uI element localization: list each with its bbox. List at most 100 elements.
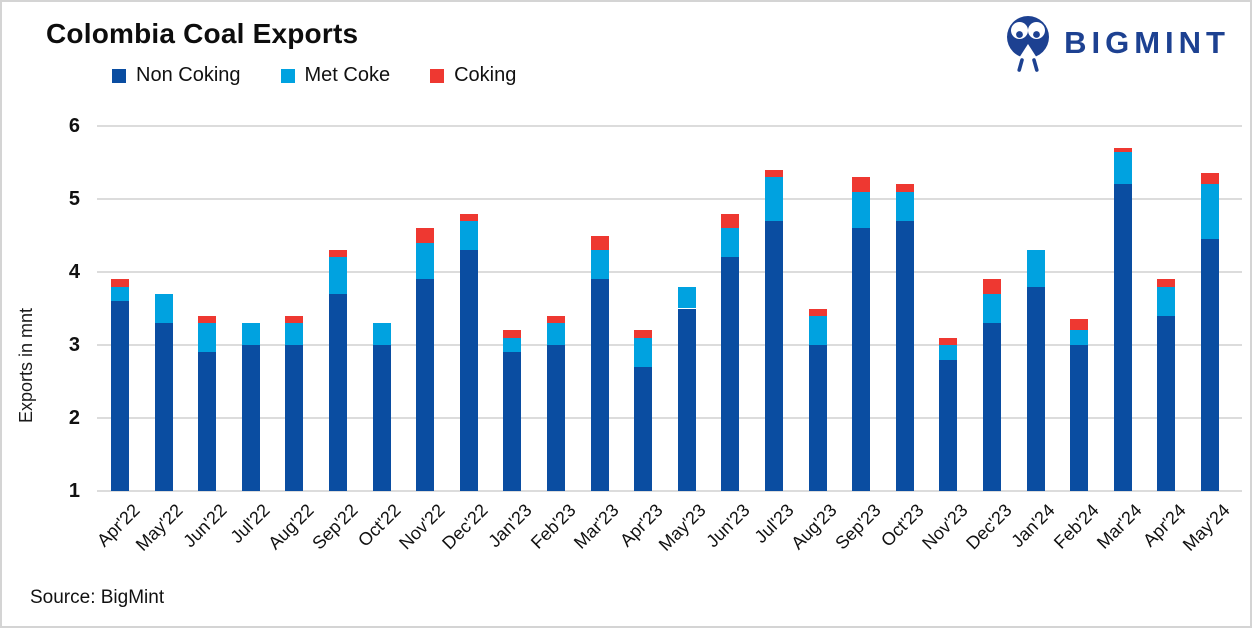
bar-segment: [939, 337, 958, 345]
bar-segment: [721, 213, 740, 229]
x-tick-label: Feb'24: [1049, 500, 1103, 553]
bar-segment: [765, 177, 783, 221]
legend-item: Non Coking: [112, 64, 241, 87]
plot-area: 1 2 3 4 5 6 Apr'22 May'22 Jun'22 Jul'22 Aug'22 Sep'…: [69, 115, 1242, 555]
bar-segment: [547, 323, 565, 345]
legend-item: Met Coke: [280, 64, 390, 87]
x-tick-label: Mar'23: [570, 500, 623, 553]
y-tick-label: 2: [68, 407, 80, 429]
bar-segment: [634, 330, 653, 338]
bar-segment: [416, 279, 435, 491]
bar-segment: [1157, 315, 1176, 491]
legend-swatch: [112, 68, 126, 83]
bar-segment: [154, 293, 173, 324]
x-tick-label: Feb'23: [526, 500, 580, 553]
x-tick-label: Sep'22: [307, 500, 362, 554]
bar-segment: [1026, 250, 1045, 287]
bar-segment: [1201, 239, 1219, 491]
bar-segment: [1070, 330, 1089, 345]
x-tick-label: Jun'22: [179, 500, 231, 552]
bar-segment: [285, 315, 304, 324]
x-tick-label: Jun'23: [702, 500, 754, 552]
bigmint-owl-icon: [1007, 16, 1050, 72]
bar-segment: [1070, 345, 1089, 491]
bar-segment: [154, 323, 173, 491]
legend-item: Coking: [430, 64, 516, 87]
x-tick-label: Mar'24: [1093, 500, 1146, 553]
bar-segment: [721, 228, 740, 258]
bar-segment: [590, 279, 609, 491]
bar-segment: [503, 330, 522, 338]
bar-segment: [939, 345, 958, 360]
bar-segment: [198, 315, 217, 324]
bar-segment: [1026, 286, 1045, 491]
y-tick-label: 6: [68, 115, 80, 137]
bar-segment: [241, 345, 260, 491]
y-axis-title: Exports in mnt: [16, 307, 36, 423]
x-tick-label: Oct'22: [354, 500, 405, 551]
bar-segment: [416, 242, 435, 280]
bar-segment: [808, 315, 827, 345]
bar-segment: [895, 184, 914, 192]
y-tick-label: 1: [68, 480, 80, 502]
bar-segment: [939, 359, 958, 491]
bar-segment: [372, 323, 391, 345]
bar-segment: [198, 323, 217, 353]
x-tick-label: Dec'23: [961, 500, 1016, 554]
bar-segment: [895, 191, 914, 221]
bar-segment: [198, 352, 217, 491]
bar-segment: [416, 228, 435, 243]
gridline: [97, 198, 1242, 200]
y-tick-label: 3: [68, 334, 80, 356]
x-tick-label: Aug'23: [787, 500, 841, 554]
bar-segment: [808, 345, 827, 491]
bar-segment: [329, 250, 347, 258]
gridline: [97, 344, 1242, 346]
bar-segment: [1113, 184, 1132, 491]
bar-segment: [547, 315, 565, 324]
bar-segment: [1113, 147, 1132, 152]
x-tick-label: Oct'23: [877, 500, 928, 551]
x-tick-label: Sep'23: [830, 500, 885, 554]
gridline: [97, 490, 1242, 492]
bar-segment: [459, 250, 478, 491]
bar-segment: [677, 286, 696, 309]
bar-segment: [634, 366, 653, 491]
source-note: Source: BigMint: [30, 587, 165, 608]
bar-segment: [590, 235, 609, 251]
bar-segment: [808, 308, 827, 316]
bigmint-logo-text: BIGMINT: [1064, 25, 1230, 60]
bar-segment: [111, 286, 129, 302]
bar-segment: [1157, 279, 1176, 287]
bar-segment: [1070, 319, 1089, 331]
x-tick-label: Jan'24: [1007, 500, 1059, 552]
bar-segment: [1201, 184, 1219, 240]
bar-segment: [459, 220, 478, 251]
gridline: [97, 417, 1242, 419]
x-tick-label: Aug'22: [264, 500, 318, 554]
bar-segment: [677, 308, 696, 491]
bar-segment: [895, 220, 914, 491]
bar-segment: [503, 337, 522, 353]
y-tick-label: 4: [68, 261, 80, 283]
bar-segment: [241, 323, 260, 345]
bar-segment: [590, 250, 609, 280]
x-tick-label: Jan'23: [484, 500, 536, 552]
x-tick-label: May'23: [655, 500, 710, 555]
x-tick-label: Nov'23: [918, 500, 972, 554]
bar-segment: [547, 345, 565, 491]
bar-segment: [852, 191, 871, 229]
bar-segment: [372, 345, 391, 491]
legend-swatch: [280, 68, 295, 83]
bar-segment: [765, 220, 783, 491]
legend-label: Non Coking: [136, 64, 241, 86]
bar-segment: [1201, 173, 1219, 185]
bar-segment: [329, 293, 347, 491]
bar-segment: [765, 169, 783, 178]
x-tick-label: May'22: [131, 500, 187, 555]
x-tick-label: Dec'22: [438, 500, 492, 554]
y-tick-label: 5: [68, 188, 80, 210]
bar-segment: [459, 213, 478, 221]
bar-segment: [503, 352, 522, 491]
